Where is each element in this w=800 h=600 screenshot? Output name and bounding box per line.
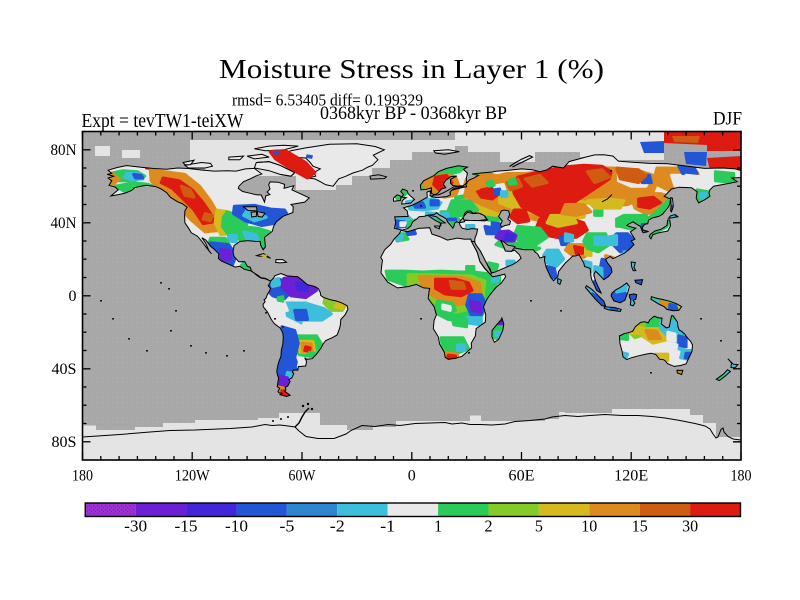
svg-text:40S: 40S <box>52 361 77 378</box>
svg-text:80S: 80S <box>52 434 77 451</box>
svg-text:30: 30 <box>682 517 698 536</box>
svg-text:120W: 120W <box>175 468 211 485</box>
svg-text:15: 15 <box>632 517 648 536</box>
svg-text:0: 0 <box>408 468 416 485</box>
svg-text:2: 2 <box>484 517 492 536</box>
svg-text:180: 180 <box>731 468 752 485</box>
svg-text:180: 180 <box>72 468 93 485</box>
svg-text:120E: 120E <box>614 468 648 485</box>
svg-text:-1: -1 <box>380 517 395 536</box>
svg-text:rmsd= 6.53405 diff= 0.199329: rmsd= 6.53405 diff= 0.199329 <box>232 91 423 110</box>
svg-text:Expt = tevTW1-teiXW: Expt = tevTW1-teiXW <box>82 110 244 132</box>
svg-text:0368kyr BP - 0368kyr BP: 0368kyr BP - 0368kyr BP <box>320 103 507 124</box>
svg-text:10: 10 <box>581 517 597 536</box>
svg-text:-2: -2 <box>330 517 345 536</box>
svg-text:-10: -10 <box>225 517 248 536</box>
svg-text:-5: -5 <box>279 517 294 536</box>
svg-text:-30: -30 <box>124 517 147 536</box>
svg-text:40N: 40N <box>51 215 77 232</box>
svg-text:Moisture Stress in Layer 1 (%): Moisture Stress in Layer 1 (%) <box>219 54 604 84</box>
svg-text:60W: 60W <box>289 468 317 485</box>
svg-text:60E: 60E <box>509 468 535 485</box>
svg-text:80N: 80N <box>51 142 77 159</box>
svg-text:DJF: DJF <box>713 109 742 130</box>
svg-text:-15: -15 <box>175 517 198 536</box>
svg-text:0: 0 <box>69 288 77 305</box>
svg-text:1: 1 <box>434 517 442 536</box>
svg-text:5: 5 <box>535 517 543 536</box>
